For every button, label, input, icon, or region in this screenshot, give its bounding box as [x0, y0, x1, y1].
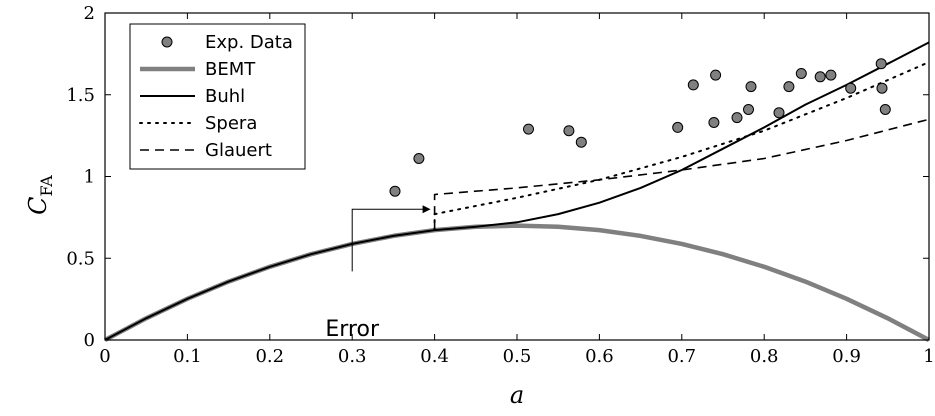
- annotation-text: Error: [325, 317, 380, 342]
- annotation-arrowhead: [422, 205, 431, 214]
- data-point-7: [687, 79, 699, 91]
- legend-label-spera: Spera: [205, 113, 257, 134]
- data-point-4: [563, 125, 575, 137]
- x-tick-label: 0: [99, 346, 110, 367]
- data-point-20: [876, 82, 888, 94]
- data-point-9: [710, 69, 722, 81]
- data-point-3: [523, 123, 534, 135]
- data-point-19: [875, 58, 887, 70]
- data-point-13: [773, 107, 785, 119]
- y-tick-label: 2: [84, 3, 95, 24]
- y-tick-label: 1: [84, 167, 95, 188]
- x-tick-label: 0.6: [585, 346, 614, 367]
- x-tick-label: 0.8: [750, 346, 779, 367]
- y-axis-label-main: C: [24, 196, 52, 214]
- x-tick-label: 0.1: [173, 346, 202, 367]
- data-point-5: [575, 136, 587, 148]
- data-point-11: [743, 104, 754, 115]
- series-line-glauert: [433, 118, 930, 231]
- legend-label-bemt: BEMT: [205, 59, 256, 80]
- series-line-buhl: [104, 41, 930, 341]
- legend-swatch-exp-data: [161, 36, 173, 48]
- data-point-17: [825, 69, 837, 81]
- x-tick-label: 0.3: [338, 346, 367, 367]
- x-tick-label: 0.7: [667, 346, 696, 367]
- data-point-6: [672, 121, 684, 133]
- series-line-bemt: [103, 223, 931, 342]
- data-point-2: [413, 153, 425, 164]
- data-point-12: [745, 81, 757, 93]
- legend-label-buhl: Buhl: [205, 86, 245, 107]
- x-axis-label: a: [510, 381, 524, 409]
- y-tick-label: 1.5: [66, 85, 95, 106]
- annotation: Error: [325, 205, 431, 342]
- legend: Exp. Data BEMT Buhl Spera Glauert: [129, 23, 306, 170]
- x-tick-label: 1: [923, 346, 934, 367]
- legend-label-exp-data: Exp. Data: [205, 32, 293, 53]
- x-tick-label: 0.5: [503, 346, 532, 367]
- annotation-arrow-line: [351, 208, 425, 272]
- data-point-14: [783, 81, 795, 93]
- y-tick-label: 0.5: [66, 248, 95, 269]
- data-point-1: [389, 185, 401, 197]
- y-axis-label-sub: FA: [37, 175, 56, 197]
- y-axis-label: CFA: [24, 175, 56, 215]
- data-point-16: [814, 71, 826, 83]
- y-tick-label: 0: [84, 330, 95, 351]
- legend-label-glauert: Glauert: [205, 140, 272, 161]
- data-point-21: [879, 104, 891, 115]
- data-point-18: [845, 82, 857, 94]
- ticks: 0 0.1 0.2 0.3 0.4 0.5 0.6 0.7 0.8 0.9 1 0 0.5 1 1.5 2: [66, 3, 934, 367]
- data-point-15: [795, 68, 807, 79]
- x-tick-label: 0.9: [832, 346, 861, 367]
- data-point-10: [731, 112, 743, 124]
- x-tick-label: 0.4: [420, 346, 449, 367]
- plot-marks: [103, 41, 931, 342]
- data-point-8: [708, 117, 720, 128]
- x-tick-label: 0.2: [255, 346, 284, 367]
